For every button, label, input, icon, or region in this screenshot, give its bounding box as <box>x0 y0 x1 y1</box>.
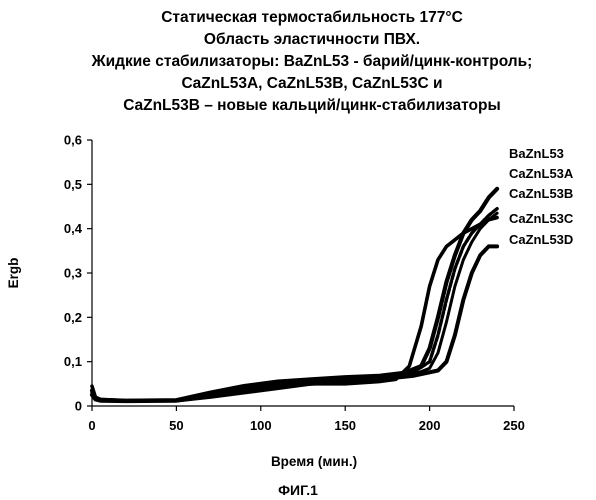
y-tick-label: 0 <box>75 399 82 414</box>
y-tick-label: 0,4 <box>64 221 83 236</box>
x-tick-label: 250 <box>503 418 525 433</box>
legend-item: BaZnL53 <box>509 146 564 161</box>
chart-title-line: CaZnL53B – новые кальций/цинк-стабилизат… <box>123 97 500 114</box>
chart-title-line: CaZnL53A, CaZnL53B, CaZnL53C и <box>181 75 442 92</box>
figure-caption: ФИГ.1 <box>278 482 318 498</box>
chart-title-line: Статическая термостабильность 177°С <box>161 9 463 26</box>
x-axis-title: Время (мин.) <box>271 454 357 469</box>
y-axis-title: Ergb <box>6 258 21 289</box>
x-tick-label: 0 <box>88 418 95 433</box>
x-tick-label: 50 <box>169 418 183 433</box>
legend-item: CaZnL53D <box>509 232 573 247</box>
x-tick-label: 150 <box>334 418 356 433</box>
chart-title-line: Область эластичности ПВХ. <box>204 31 420 48</box>
legend-item: CaZnL53A <box>509 166 574 181</box>
y-tick-label: 0,6 <box>64 133 82 148</box>
legend-item: CaZnL53C <box>509 211 574 226</box>
y-tick-label: 0,5 <box>64 177 82 192</box>
x-tick-label: 200 <box>419 418 441 433</box>
y-tick-label: 0,1 <box>64 354 82 369</box>
series-lines <box>92 189 497 401</box>
chart-title-line: Жидкие стабилизаторы: BaZnL53 - барий/ци… <box>91 53 533 70</box>
legend-item: CaZnL53B <box>509 186 573 201</box>
y-tick-label: 0,2 <box>64 310 82 325</box>
series-line-baznl53 <box>92 218 497 401</box>
y-tick-label: 0,3 <box>64 266 82 281</box>
x-tick-label: 100 <box>250 418 272 433</box>
chart-title: Статическая термостабильность 177°С Облас… <box>91 9 533 114</box>
legend: BaZnL53 CaZnL53A CaZnL53B CaZnL53C CaZnL53D <box>509 146 574 247</box>
